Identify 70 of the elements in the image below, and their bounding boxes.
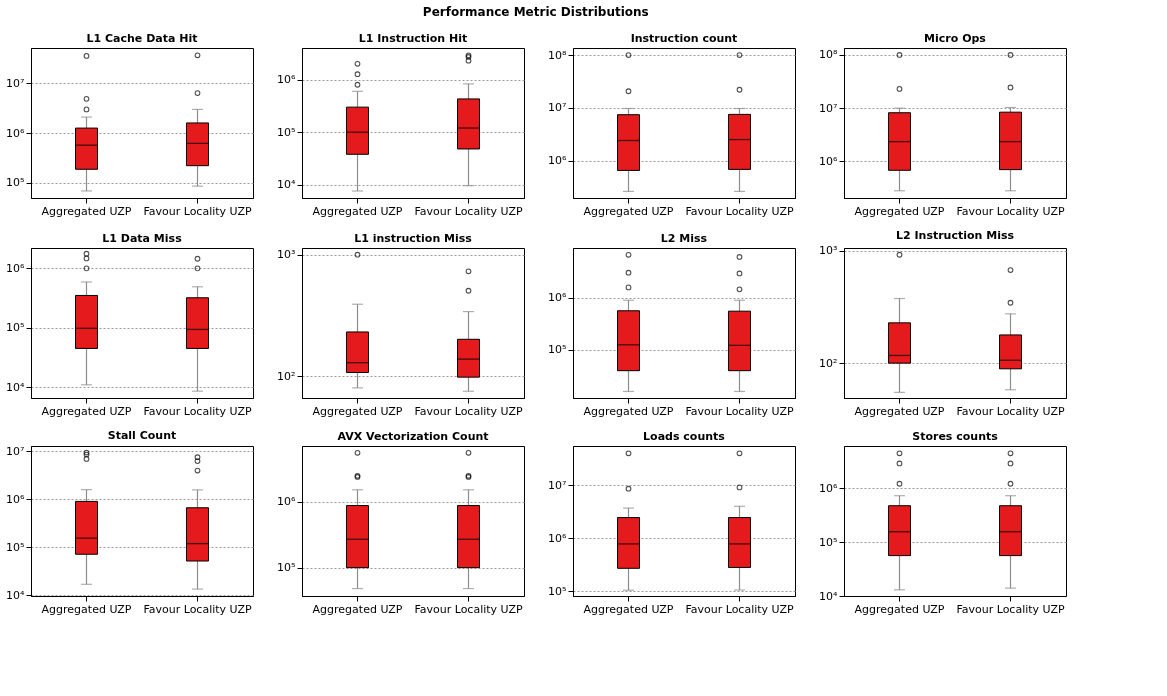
y-tick-label: 10⁶ bbox=[6, 126, 26, 140]
x-tick-label: Favour Locality UZP bbox=[143, 602, 252, 616]
y-tick-label: 10⁸ bbox=[819, 48, 839, 62]
x-tick-label: Aggregated UZP bbox=[41, 404, 132, 418]
chart-title: Stall Count bbox=[107, 429, 177, 443]
y-tick-label: 10⁷ bbox=[6, 444, 25, 458]
y-tick-label: 10² bbox=[819, 356, 838, 370]
x-tick-label: Aggregated UZP bbox=[312, 204, 403, 218]
x-tick-label: Aggregated UZP bbox=[583, 404, 674, 418]
y-tick-label: 10⁶ bbox=[819, 481, 839, 495]
x-tick-label: Favour Locality UZP bbox=[956, 602, 1065, 616]
chart-title: L1 Instruction Hit bbox=[358, 32, 468, 45]
y-tick-label: 10⁴ bbox=[277, 178, 297, 192]
y-tick-label: 10⁷ bbox=[819, 101, 838, 115]
y-tick-label: 10³ bbox=[819, 244, 838, 258]
y-tick-label: 10⁷ bbox=[548, 478, 567, 492]
text: Performance Metric Distributions bbox=[422, 4, 649, 19]
chart-title: L1 Data Miss bbox=[102, 232, 183, 245]
x-tick-label: Favour Locality UZP bbox=[143, 204, 252, 218]
y-tick-label: 10⁵ bbox=[819, 535, 838, 549]
x-tick-label: Favour Locality UZP bbox=[414, 404, 523, 418]
x-tick-label: Aggregated UZP bbox=[312, 602, 403, 616]
y-tick-label: 10⁶ bbox=[819, 154, 839, 168]
x-tick-label: Favour Locality UZP bbox=[414, 602, 523, 616]
y-tick-label: 10⁴ bbox=[6, 380, 26, 394]
chart-title: Instruction count bbox=[630, 32, 738, 45]
chart-title: L1 Cache Data Hit bbox=[86, 32, 198, 45]
x-tick-label: Favour Locality UZP bbox=[414, 204, 523, 218]
y-tick-label: 10⁴ bbox=[6, 588, 26, 602]
y-tick-label: 10⁶ bbox=[548, 531, 568, 545]
chart-title: Stores counts bbox=[912, 430, 999, 443]
y-tick-label: 10⁶ bbox=[6, 492, 26, 506]
chart-title: L1 instruction Miss bbox=[354, 232, 473, 245]
y-tick-label: 10⁴ bbox=[819, 589, 839, 603]
x-tick-label: Aggregated UZP bbox=[583, 602, 674, 616]
x-tick-label: Aggregated UZP bbox=[41, 204, 132, 218]
x-tick-label: Aggregated UZP bbox=[312, 404, 403, 418]
x-tick-label: Favour Locality UZP bbox=[685, 404, 794, 418]
y-tick-label: 10⁷ bbox=[548, 101, 567, 115]
x-tick-label: Favour Locality UZP bbox=[685, 602, 794, 616]
y-tick-label: 10⁶ bbox=[548, 154, 568, 168]
y-tick-label: 10⁶ bbox=[6, 261, 26, 275]
x-tick-label: Aggregated UZP bbox=[854, 204, 945, 218]
chart-title: Loads counts bbox=[643, 430, 726, 443]
y-tick-label: 10⁵ bbox=[6, 176, 25, 190]
y-tick-label: 10² bbox=[277, 369, 296, 383]
x-tick-label: Aggregated UZP bbox=[41, 602, 132, 616]
chart-title: L2 Instruction Miss bbox=[895, 228, 1015, 242]
y-tick-label: 10⁵ bbox=[548, 343, 567, 357]
y-tick-label: 10³ bbox=[277, 248, 296, 262]
x-tick-label: Aggregated UZP bbox=[854, 602, 945, 616]
y-tick-label: 10⁵ bbox=[277, 561, 296, 575]
chart-title: AVX Vectorization Count bbox=[337, 430, 489, 443]
y-tick-label: 10⁵ bbox=[277, 125, 296, 139]
x-tick-label: Favour Locality UZP bbox=[956, 204, 1065, 218]
y-tick-label: 10⁵ bbox=[6, 321, 25, 335]
y-tick-label: 10⁶ bbox=[277, 495, 297, 509]
y-tick-label: 10⁶ bbox=[548, 291, 568, 305]
x-tick-label: Favour Locality UZP bbox=[685, 204, 794, 218]
y-tick-label: 10⁶ bbox=[277, 73, 297, 87]
chart-title: L2 Miss bbox=[660, 232, 708, 245]
y-tick-label: 10⁷ bbox=[6, 76, 25, 90]
x-tick-label: Aggregated UZP bbox=[854, 404, 945, 418]
y-tick-label: 10⁵ bbox=[548, 584, 567, 598]
y-tick-label: 10⁵ bbox=[6, 540, 25, 554]
x-tick-label: Favour Locality UZP bbox=[956, 404, 1065, 418]
y-tick-label: 10⁸ bbox=[548, 48, 568, 62]
chart-title: Micro Ops bbox=[924, 32, 987, 45]
x-tick-label: Aggregated UZP bbox=[583, 204, 674, 218]
x-tick-label: Favour Locality UZP bbox=[143, 404, 252, 418]
